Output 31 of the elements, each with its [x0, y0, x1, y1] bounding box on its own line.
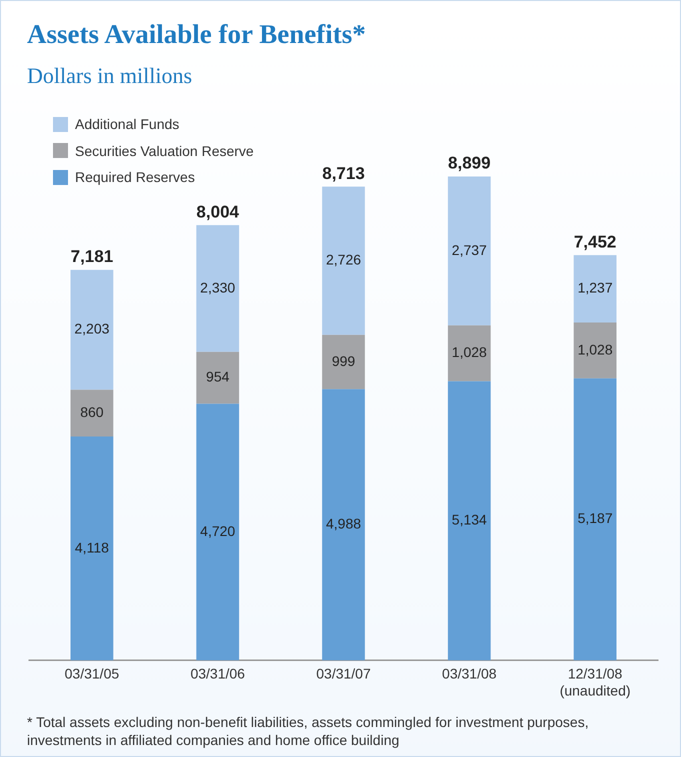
x-tick-label: 03/31/07: [316, 666, 371, 682]
data-label: 1,028: [452, 344, 488, 360]
data-label: 2,203: [74, 320, 110, 337]
data-label: 4,720: [200, 522, 236, 539]
x-tick-label: 03/31/05: [64, 666, 120, 682]
data-label: 4,988: [326, 516, 362, 532]
data-label: 2,330: [200, 279, 236, 296]
x-tick-label: 03/31/06: [190, 666, 246, 682]
total-label: 8,899: [448, 154, 491, 173]
data-label: 954: [206, 368, 230, 385]
data-label: 999: [332, 352, 356, 369]
data-label: 4,118: [74, 539, 110, 556]
chart-subtitle: Dollars in millions: [27, 63, 192, 89]
total-label: 8,004: [196, 202, 240, 222]
total-label: 7,452: [574, 232, 616, 252]
data-label: 2,726: [326, 252, 362, 268]
data-label: 5,134: [452, 512, 488, 528]
x-tick-label: 12/31/08 (unaudited): [560, 666, 631, 698]
data-label: 2,737: [452, 242, 488, 258]
x-tick-label: 03/31/08: [442, 666, 497, 682]
legend-label: Required Reserves: [75, 169, 195, 186]
text: * Total assets excluding non-benefit liabilities, assets commingled for investment purposes, investments in affiliated companies and home office building: [27, 713, 590, 749]
total-label: 7,181: [70, 247, 114, 266]
legend-label: Securities Valuation Reserve: [75, 142, 254, 159]
data-label: 1,237: [578, 280, 613, 296]
data-label: 860: [80, 404, 104, 420]
data-label: 1,028: [578, 341, 613, 358]
total-label: 8,713: [322, 164, 365, 183]
legend-label: Additional Funds: [75, 116, 180, 132]
data-label: 5,187: [578, 510, 613, 526]
chart-title: Assets Available for Benefits*: [27, 19, 366, 50]
